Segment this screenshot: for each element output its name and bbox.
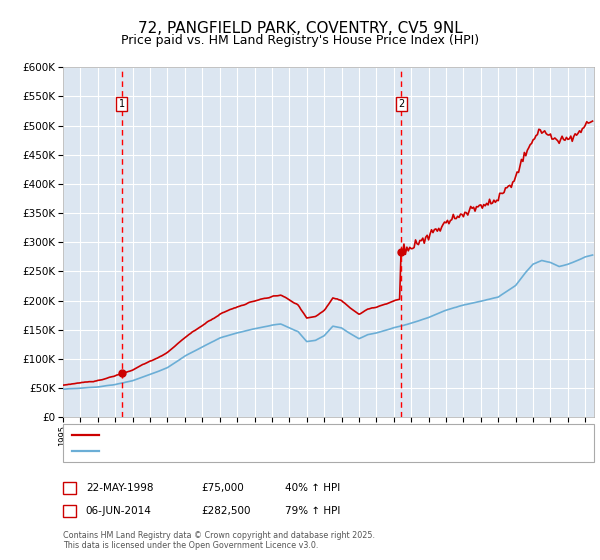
Text: 1: 1 [119,99,125,109]
Text: 2: 2 [398,99,404,109]
Text: 06-JUN-2014: 06-JUN-2014 [86,506,152,516]
Text: £75,000: £75,000 [201,483,244,493]
Text: 72, PANGFIELD PARK, COVENTRY, CV5 9NL (semi-detached house): 72, PANGFIELD PARK, COVENTRY, CV5 9NL (s… [104,430,418,439]
Text: 72, PANGFIELD PARK, COVENTRY, CV5 9NL: 72, PANGFIELD PARK, COVENTRY, CV5 9NL [137,21,463,36]
Text: 2: 2 [67,506,73,516]
Text: Contains HM Land Registry data © Crown copyright and database right 2025.
This d: Contains HM Land Registry data © Crown c… [63,530,375,550]
Text: HPI: Average price, semi-detached house, Coventry: HPI: Average price, semi-detached house,… [104,447,349,456]
Text: 22-MAY-1998: 22-MAY-1998 [86,483,154,493]
Text: 79% ↑ HPI: 79% ↑ HPI [285,506,340,516]
Text: £282,500: £282,500 [201,506,251,516]
Text: 40% ↑ HPI: 40% ↑ HPI [285,483,340,493]
Text: Price paid vs. HM Land Registry's House Price Index (HPI): Price paid vs. HM Land Registry's House … [121,34,479,46]
Text: 1: 1 [67,483,73,493]
